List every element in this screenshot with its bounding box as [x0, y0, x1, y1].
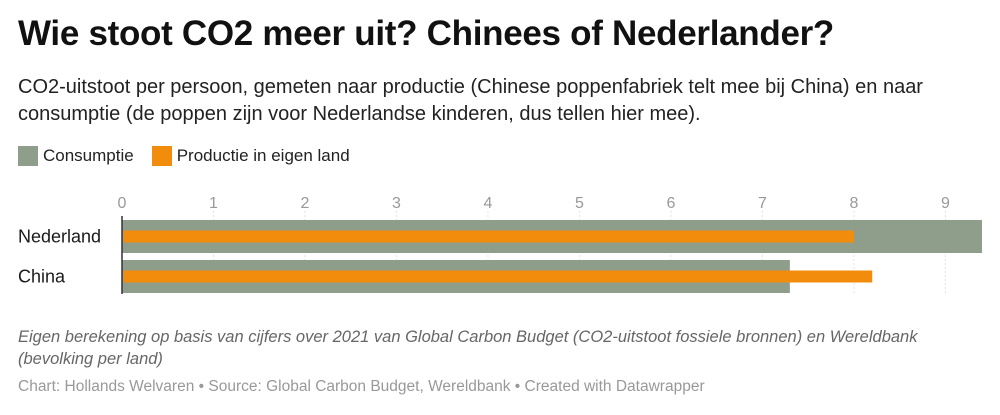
legend: Consumptie Productie in eigen land [18, 146, 368, 166]
chart-title: Wie stoot CO2 meer uit? Chinees of Neder… [18, 14, 835, 53]
x-tick-label: 7 [758, 195, 767, 212]
legend-item-productie: Productie in eigen land [151, 146, 350, 166]
x-tick-label: 2 [301, 195, 310, 212]
x-tick-label: 6 [666, 195, 675, 212]
bar-productie-china [122, 270, 873, 283]
legend-label-consumptie: Consumptie [43, 146, 134, 165]
category-label: Nederland [18, 227, 101, 247]
x-tick-label: 9 [941, 195, 950, 212]
bar-productie-nederland [122, 230, 854, 243]
chart-credits: Chart: Hollands Welvaren • Source: Globa… [18, 378, 705, 395]
legend-swatch-consumptie [18, 146, 38, 166]
x-tick-label: 3 [392, 195, 401, 212]
legend-label-productie: Productie in eigen land [176, 146, 350, 165]
x-tick-label: 5 [575, 195, 584, 212]
x-tick-label: 4 [484, 195, 493, 212]
chart-notes: Eigen berekening op basis van cijfers ov… [18, 328, 918, 368]
category-label: China [18, 267, 66, 287]
x-tick-label: 8 [849, 195, 858, 212]
x-tick-label: 1 [209, 195, 218, 212]
chart-subtitle: CO2-uitstoot per persoon, gemeten naar p… [18, 76, 923, 125]
legend-swatch-productie [151, 146, 172, 166]
x-tick-label: 0 [118, 195, 127, 212]
legend-item-consumptie: Consumptie [18, 146, 134, 166]
bar-chart: 0 1 2 3 4 5 6 7 8 9 Nederland China [18, 195, 982, 294]
